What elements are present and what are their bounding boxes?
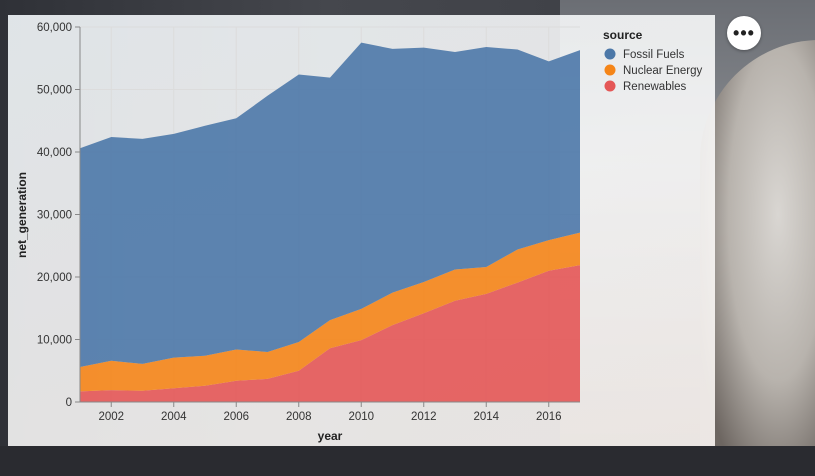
background-bottom-strip	[0, 446, 815, 476]
more-options-button[interactable]: •••	[727, 16, 761, 50]
x-tick-label: 2004	[161, 411, 187, 423]
legend-swatch-nuclear-energy	[604, 64, 616, 76]
y-axis-label: net_generation	[15, 172, 29, 258]
legend-swatch-fossil-fuels	[604, 48, 616, 60]
x-tick-label: 2002	[98, 411, 124, 423]
x-tick-label: 2012	[411, 411, 437, 423]
more-horizontal-icon: •••	[733, 22, 755, 43]
area-renewables	[80, 265, 580, 402]
y-tick-label: 50,000	[37, 85, 72, 97]
y-tick-label: 30,000	[37, 210, 72, 222]
y-tick-label: 60,000	[37, 22, 72, 34]
background-character-art	[700, 40, 815, 476]
x-tick-label: 2008	[286, 411, 312, 423]
chart-areas	[80, 42, 580, 402]
y-tick-label: 10,000	[37, 335, 72, 347]
chart-axes: 0 10,000 20,000 30,000 40,000 50,000 60,000 200…	[37, 22, 580, 423]
x-tick-label: 2010	[348, 411, 374, 423]
legend-swatch-renewables	[604, 80, 616, 92]
x-tick-label: 2014	[473, 411, 499, 423]
x-axis-label: year	[318, 429, 343, 443]
y-tick-label: 20,000	[37, 272, 72, 284]
y-tick-label: 0	[66, 397, 72, 409]
legend-label-fossil-fuels: Fossil Fuels	[623, 49, 685, 61]
x-tick-label: 2006	[223, 411, 249, 423]
area-fossil-fuels	[80, 42, 580, 367]
legend-label-nuclear-energy: Nuclear Energy	[623, 65, 703, 77]
legend-label-renewables: Renewables	[623, 81, 687, 93]
chart-legend: source Fossil Fuels Nuclear Energy Renewab…	[603, 28, 703, 93]
area-nuclear-energy	[80, 232, 580, 392]
x-tick-label: 2016	[536, 411, 562, 423]
y-tick-label: 40,000	[37, 147, 72, 159]
legend-title: source	[603, 28, 643, 42]
